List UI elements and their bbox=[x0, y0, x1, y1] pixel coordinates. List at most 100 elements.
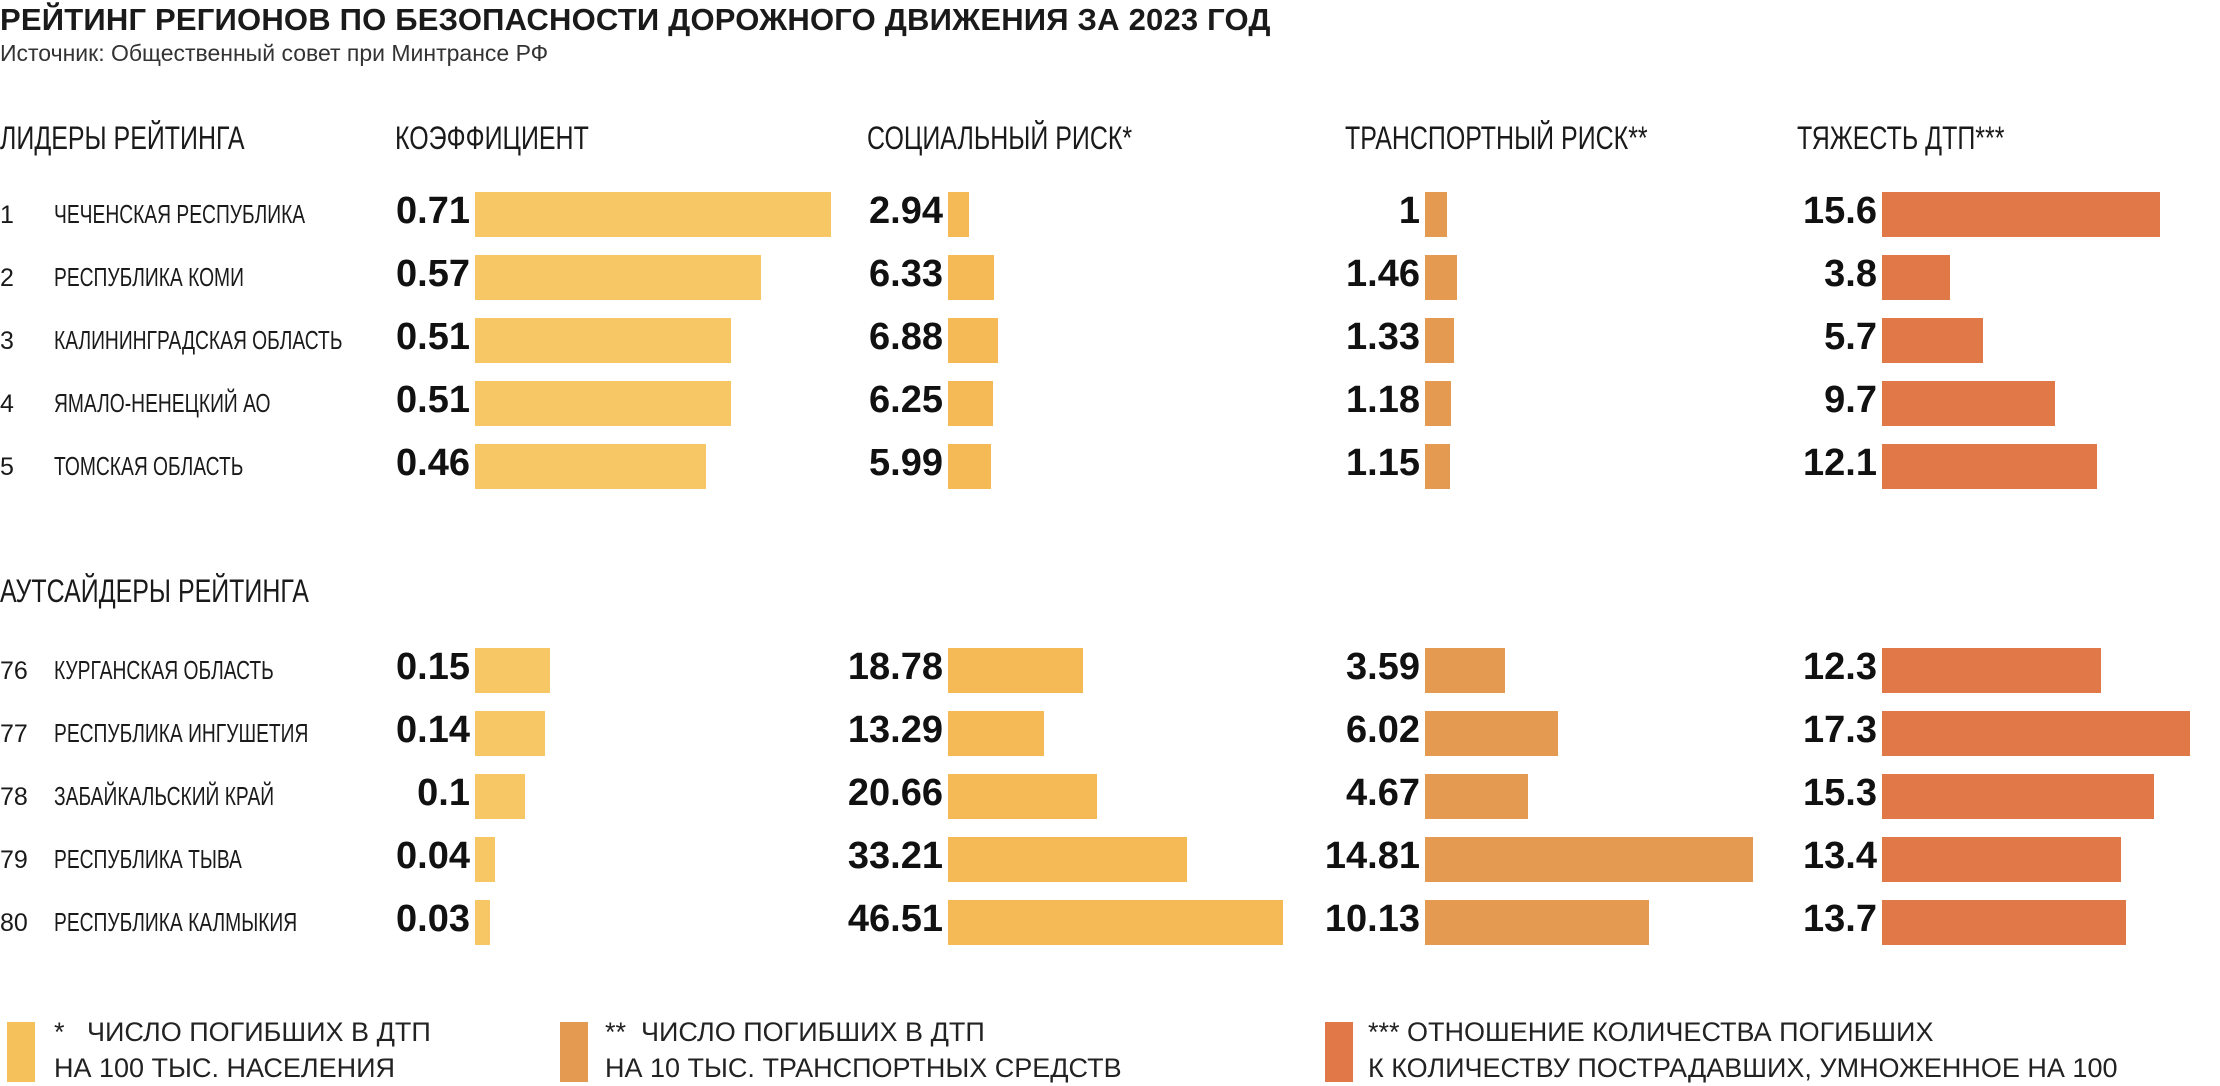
header-transport: ТРАНСПОРТНЫЙ РИСК** bbox=[1345, 120, 1648, 156]
legend-severity-line2: К КОЛИЧЕСТВУ ПОСТРАДАВШИХ, УМНОЖЕННОЕ НА… bbox=[1368, 1053, 2118, 1083]
severity-bar bbox=[1882, 444, 2097, 489]
legend-social-line2: НА 100 ТЫС. НАСЕЛЕНИЯ bbox=[54, 1053, 396, 1083]
transport-value-label: 1.33 bbox=[1346, 316, 1420, 358]
region-label: КАЛИНИНГРАДСКАЯ ОБЛАСТЬ bbox=[54, 325, 343, 355]
severity-bar bbox=[1882, 192, 2160, 237]
coef-value-label: 0.51 bbox=[396, 316, 470, 358]
coef-bar bbox=[475, 711, 545, 756]
social-bar bbox=[948, 318, 998, 363]
severity-value-label: 17.3 bbox=[1803, 709, 1877, 751]
coef-bar bbox=[475, 255, 761, 300]
region-label: РЕСПУБЛИКА КАЛМЫКИЯ bbox=[54, 907, 298, 937]
chart-subtitle: Источник: Общественный совет при Минтран… bbox=[0, 40, 549, 66]
legend-swatch-social bbox=[7, 1022, 35, 1082]
severity-bar bbox=[1882, 711, 2190, 756]
rank-label: 4 bbox=[0, 390, 14, 418]
coef-value-label: 0.15 bbox=[396, 646, 470, 688]
transport-value-label: 4.67 bbox=[1346, 772, 1420, 814]
social-bar bbox=[948, 711, 1044, 756]
coef-value-label: 0.14 bbox=[396, 709, 470, 751]
transport-bar bbox=[1425, 900, 1649, 945]
severity-bar bbox=[1882, 774, 2154, 819]
social-value-label: 20.66 bbox=[847, 772, 943, 814]
transport-value-label: 10.13 bbox=[1324, 898, 1420, 940]
transport-value-label: 1.18 bbox=[1346, 379, 1420, 421]
coef-value-label: 0.71 bbox=[396, 190, 470, 232]
severity-bar bbox=[1882, 837, 2121, 882]
coef-value-label: 0.46 bbox=[396, 442, 470, 484]
social-bar bbox=[948, 444, 991, 489]
region-label: ЧЕЧЕНСКАЯ РЕСПУБЛИКА bbox=[54, 199, 306, 229]
social-value-label: 18.78 bbox=[847, 646, 943, 688]
region-label: ТОМСКАЯ ОБЛАСТЬ bbox=[54, 451, 244, 481]
coef-bar bbox=[475, 648, 550, 693]
coef-bar bbox=[475, 318, 731, 363]
social-value-label: 33.21 bbox=[847, 835, 943, 877]
header-leaders: ЛИДЕРЫ РЕЙТИНГА bbox=[0, 120, 245, 156]
severity-value-label: 15.6 bbox=[1803, 190, 1877, 232]
coef-bar bbox=[475, 774, 525, 819]
social-bar bbox=[948, 900, 1283, 945]
social-value-label: 6.33 bbox=[869, 253, 943, 295]
transport-bar bbox=[1425, 192, 1447, 237]
severity-bar bbox=[1882, 900, 2126, 945]
rank-label: 79 bbox=[0, 846, 28, 874]
transport-value-label: 6.02 bbox=[1346, 709, 1420, 751]
legend-swatch-transport bbox=[560, 1022, 588, 1082]
transport-value-label: 1.46 bbox=[1346, 253, 1420, 295]
region-label: РЕСПУБЛИКА ТЫВА bbox=[54, 844, 242, 874]
rank-label: 3 bbox=[0, 327, 14, 355]
transport-bar bbox=[1425, 711, 1558, 756]
transport-bar bbox=[1425, 255, 1457, 300]
severity-value-label: 13.7 bbox=[1803, 898, 1877, 940]
social-bar bbox=[948, 648, 1083, 693]
legend-severity-line1: *** ОТНОШЕНИЕ КОЛИЧЕСТВА ПОГИБШИХ bbox=[1368, 1017, 1934, 1047]
transport-value-label: 1 bbox=[1398, 190, 1420, 232]
coef-value-label: 0.1 bbox=[417, 772, 470, 814]
severity-bar bbox=[1882, 381, 2055, 426]
social-bar bbox=[948, 192, 969, 237]
severity-value-label: 3.8 bbox=[1824, 253, 1877, 295]
legend-text-social: * ЧИСЛО ПОГИБШИХ В ДТП НА 100 ТЫС. НАСЕЛ… bbox=[54, 1014, 431, 1086]
coef-bar bbox=[475, 444, 706, 489]
transport-value-label: 14.81 bbox=[1324, 835, 1420, 877]
severity-value-label: 12.3 bbox=[1803, 646, 1877, 688]
social-value-label: 13.29 bbox=[847, 709, 943, 751]
transport-bar bbox=[1425, 318, 1454, 363]
legend-text-severity: *** ОТНОШЕНИЕ КОЛИЧЕСТВА ПОГИБШИХ К КОЛИ… bbox=[1368, 1014, 2117, 1086]
header-coef: КОЭФФИЦИЕНТ bbox=[395, 120, 589, 156]
legend-transport-line1: ** ЧИСЛО ПОГИБШИХ В ДТП bbox=[605, 1017, 985, 1047]
coef-value-label: 0.57 bbox=[396, 253, 470, 295]
social-bar bbox=[948, 255, 994, 300]
social-bar bbox=[948, 774, 1097, 819]
coef-value-label: 0.51 bbox=[396, 379, 470, 421]
social-value-label: 6.88 bbox=[869, 316, 943, 358]
severity-bar bbox=[1882, 255, 1950, 300]
coef-bar bbox=[475, 900, 490, 945]
region-label: ЗАБАЙКАЛЬСКИЙ КРАЙ bbox=[54, 781, 275, 811]
transport-bar bbox=[1425, 774, 1528, 819]
social-value-label: 46.51 bbox=[847, 898, 943, 940]
transport-value-label: 1.15 bbox=[1346, 442, 1420, 484]
legend-social-line1: * ЧИСЛО ПОГИБШИХ В ДТП bbox=[54, 1017, 431, 1047]
rank-label: 78 bbox=[0, 783, 28, 811]
rank-label: 77 bbox=[0, 720, 28, 748]
rank-label: 2 bbox=[0, 264, 14, 292]
transport-value-label: 3.59 bbox=[1346, 646, 1420, 688]
region-label: РЕСПУБЛИКА ИНГУШЕТИЯ bbox=[54, 718, 309, 748]
rank-label: 80 bbox=[0, 909, 28, 937]
transport-bar bbox=[1425, 381, 1451, 426]
region-label: РЕСПУБЛИКА КОМИ bbox=[54, 262, 244, 292]
coef-value-label: 0.04 bbox=[396, 835, 470, 877]
severity-value-label: 12.1 bbox=[1803, 442, 1877, 484]
severity-value-label: 15.3 bbox=[1803, 772, 1877, 814]
rank-label: 1 bbox=[0, 201, 14, 229]
header-outsiders: АУТСАЙДЕРЫ РЕЙТИНГА bbox=[0, 573, 309, 609]
header-social: СОЦИАЛЬНЫЙ РИСК* bbox=[867, 120, 1133, 156]
severity-bar bbox=[1882, 318, 1983, 363]
social-value-label: 2.94 bbox=[869, 190, 943, 232]
severity-value-label: 13.4 bbox=[1803, 835, 1877, 877]
social-value-label: 6.25 bbox=[869, 379, 943, 421]
legend-swatch-severity bbox=[1325, 1022, 1353, 1082]
